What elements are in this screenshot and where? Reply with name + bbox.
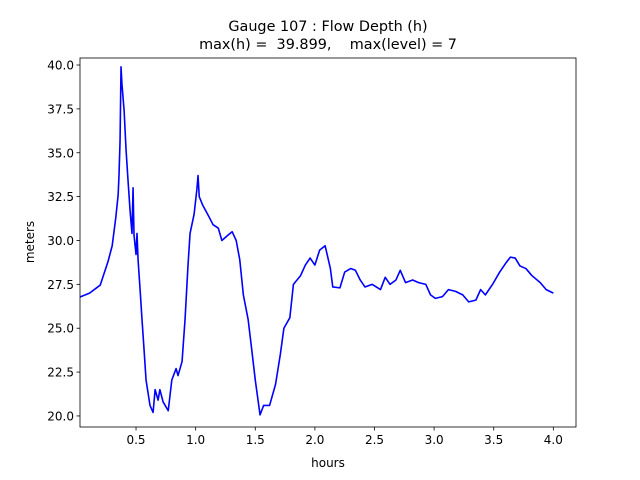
- x-tick-label: 2.5: [365, 433, 384, 447]
- x-axis-label: hours: [311, 456, 345, 470]
- x-tick-label: 3.0: [425, 433, 444, 447]
- x-tick-label: 1.0: [186, 433, 205, 447]
- y-tick-label: 27.5: [47, 278, 74, 292]
- x-tick-label: 4.0: [544, 433, 563, 447]
- y-tick-label: 40.0: [47, 59, 74, 73]
- y-tick-label: 22.5: [47, 366, 74, 380]
- data-line: [80, 65, 554, 416]
- y-tick-label: 30.0: [47, 234, 74, 248]
- x-tick-label: 3.5: [484, 433, 503, 447]
- y-tick-label: 20.0: [47, 409, 74, 423]
- y-axis-label: meters: [23, 221, 37, 263]
- chart-subtitle: max(h) = 39.899, max(level) = 7: [199, 37, 457, 53]
- y-tick-label: 35.0: [47, 146, 74, 160]
- x-tick-label: 0.5: [126, 433, 145, 447]
- x-tick-label: 2.0: [305, 433, 324, 447]
- chart-title: Gauge 107 : Flow Depth (h): [228, 19, 427, 35]
- y-tick-label: 32.5: [47, 190, 74, 204]
- plot-frame: [79, 57, 577, 428]
- y-tick-label: 37.5: [47, 102, 74, 116]
- x-tick-label: 1.5: [246, 433, 265, 447]
- y-tick-label: 25.0: [47, 322, 74, 336]
